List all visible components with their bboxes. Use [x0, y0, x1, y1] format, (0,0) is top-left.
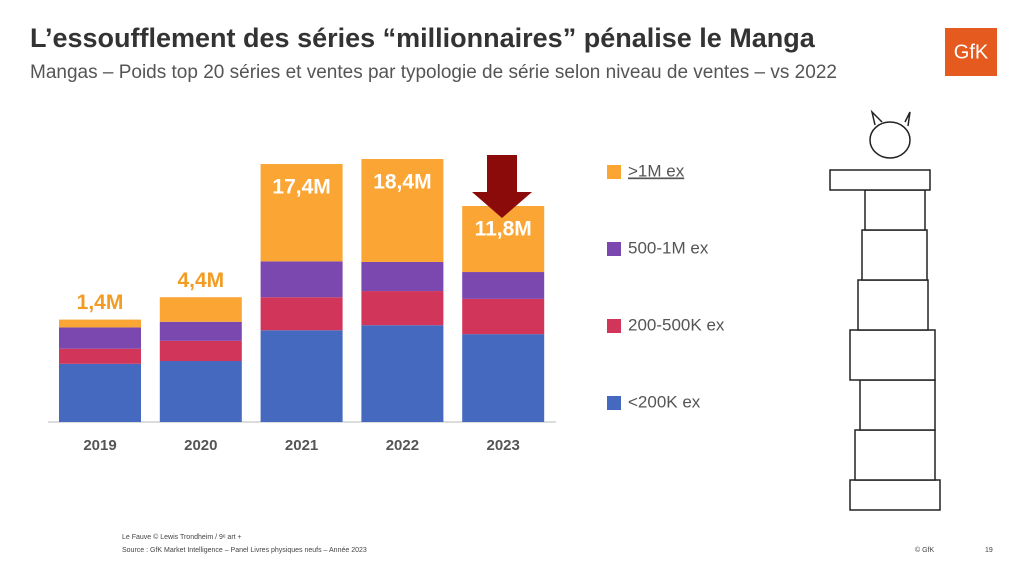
bar-segment: [159, 340, 242, 362]
bar-segment: [59, 319, 141, 328]
bar-segment: [59, 348, 141, 364]
legend-label: 200-500K ex: [628, 315, 725, 334]
value-label: 4,4M: [177, 269, 224, 292]
value-label: 11,8M: [475, 218, 532, 241]
logo-box: [945, 28, 997, 76]
x-tick-label: 2023: [487, 437, 520, 454]
subtitle: Mangas – Poids top 20 séries et ventes p…: [30, 62, 837, 83]
legend-swatch: [607, 396, 621, 410]
bar-segment: [462, 272, 545, 299]
x-tick-label: 2022: [386, 437, 419, 454]
source: Source : GfK Market Intelligence – Panel…: [122, 547, 367, 554]
bar-segment: [462, 334, 545, 422]
down-arrow: [472, 155, 532, 218]
copyright: © GfK: [915, 546, 934, 554]
credit: Le Fauve © Lewis Trondheim / 9ᵉ art +: [122, 533, 242, 541]
bar-segment: [260, 164, 343, 262]
title: L’essoufflement des séries “millionnaire…: [30, 23, 816, 53]
bar-segment: [462, 298, 545, 335]
bar-segment: [59, 327, 141, 349]
bar-segment: [462, 206, 545, 273]
legend-label: <200K ex: [628, 392, 701, 411]
logo: GfK: [954, 41, 989, 63]
legend-label: 500-1M ex: [628, 238, 709, 257]
legend-label: >1M ex: [628, 161, 685, 180]
bar-segment: [260, 297, 343, 331]
bar-segment: [59, 363, 141, 422]
x-tick-label: 2019: [83, 437, 116, 454]
bar-segment: [361, 261, 444, 292]
legend-swatch: [607, 242, 621, 256]
bar-segment: [361, 159, 444, 262]
legend-swatch: [607, 165, 621, 179]
value-label: 18,4M: [373, 171, 431, 194]
bar-segment: [361, 291, 444, 326]
bar-segment: [159, 321, 242, 341]
bar-segment: [361, 325, 444, 422]
chart: 2019 1,4M 2020 4,4M 2021 17,4M 2022 18,4M 2023 11…: [48, 159, 725, 454]
legend-swatch: [607, 319, 621, 333]
illustration: [829, 109, 941, 511]
x-tick-label: 2020: [184, 437, 217, 454]
bar-segment: [159, 361, 242, 422]
value-label: 1,4M: [77, 291, 124, 314]
bar-segment: [260, 261, 343, 298]
page-number: 19: [985, 547, 993, 554]
x-tick-label: 2021: [285, 437, 318, 454]
bar-segment: [159, 297, 242, 322]
bar-segment: [260, 330, 343, 422]
value-label: 17,4M: [272, 176, 330, 199]
